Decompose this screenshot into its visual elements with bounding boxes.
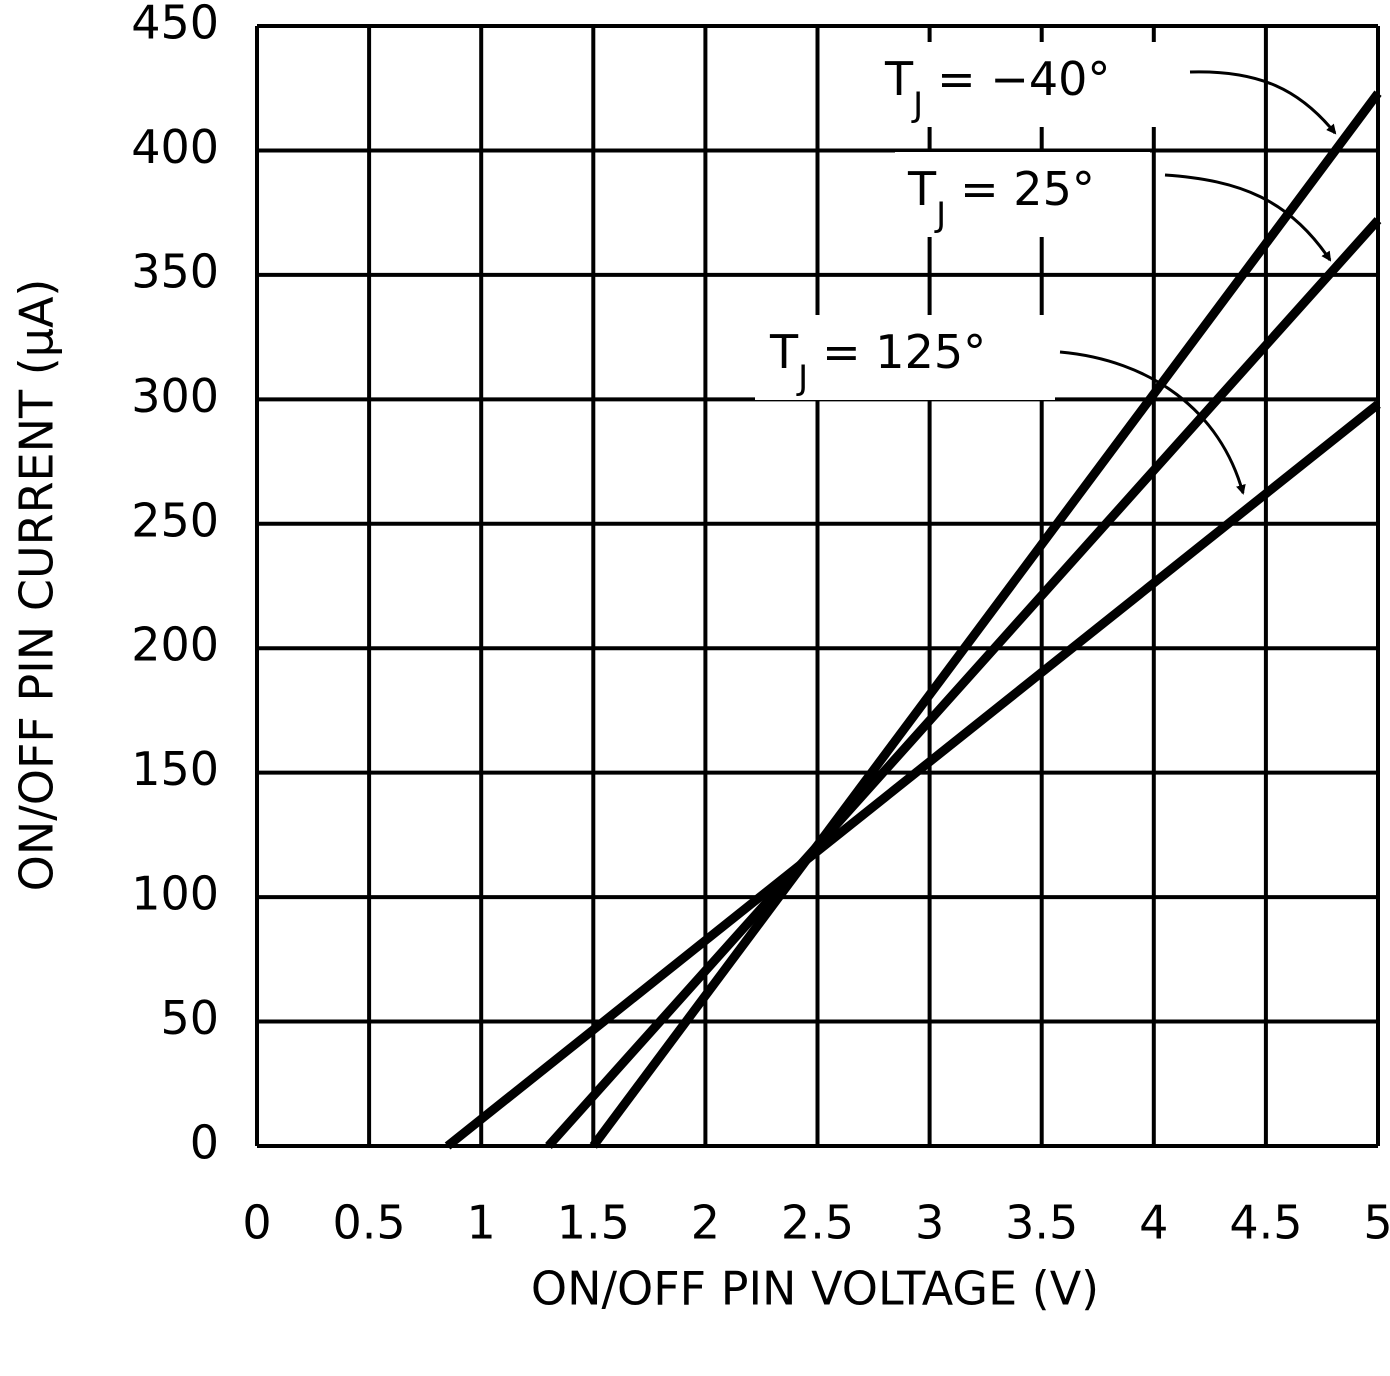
series-line bbox=[545, 217, 1382, 1150]
annotation-subscript: J bbox=[796, 358, 808, 398]
annotation-subscript: J bbox=[934, 195, 946, 235]
y-tick-label: 350 bbox=[131, 244, 219, 298]
annotation-arrow bbox=[1059, 350, 1246, 495]
y-tick-label: 250 bbox=[131, 493, 219, 547]
annotation-arrow bbox=[1164, 173, 1332, 262]
y-axis-title: ON/OFF PIN CURRENT (μA) bbox=[10, 279, 64, 892]
x-tick-label: 4.5 bbox=[1229, 1196, 1302, 1250]
x-tick-label: 1.5 bbox=[557, 1196, 630, 1250]
x-tick-label: 4 bbox=[1139, 1196, 1168, 1250]
y-tick-label: 150 bbox=[131, 742, 219, 796]
plot bbox=[255, 24, 1380, 1148]
y-tick-label: 50 bbox=[160, 991, 219, 1045]
annotation-background bbox=[755, 315, 1055, 400]
y-tick-label: 400 bbox=[131, 120, 219, 174]
y-tick-label: 100 bbox=[131, 867, 219, 921]
annotation: TJ = −40° bbox=[884, 52, 1110, 125]
series-line bbox=[444, 400, 1381, 1150]
annotation: TJ = 25° bbox=[907, 162, 1095, 235]
annotation-text: T bbox=[907, 162, 937, 216]
annotation-suffix: = −40° bbox=[937, 52, 1110, 106]
x-tick-label: 3 bbox=[915, 1196, 944, 1250]
x-tick-label: 2.5 bbox=[781, 1196, 854, 1250]
annotation-background bbox=[895, 152, 1150, 237]
x-tick-label: 5 bbox=[1363, 1196, 1390, 1250]
x-axis-title: ON/OFF PIN VOLTAGE (V) bbox=[531, 1262, 1099, 1316]
annotation-suffix: = 125° bbox=[822, 325, 986, 379]
y-tick-label: 0 bbox=[190, 1116, 219, 1170]
annotation-subscript: J bbox=[911, 85, 923, 125]
y-tick-label: 300 bbox=[131, 369, 219, 423]
annotation-text: T bbox=[769, 325, 799, 379]
x-tick-label: 0 bbox=[242, 1196, 271, 1250]
y-tick-label: 450 bbox=[131, 0, 219, 50]
annotation: TJ = 125° bbox=[769, 325, 986, 398]
annotation-arrow bbox=[1189, 70, 1337, 135]
x-tick-label: 0.5 bbox=[333, 1196, 406, 1250]
annotation-suffix: = 25° bbox=[960, 162, 1095, 216]
annotation-background bbox=[870, 42, 1175, 127]
x-tick-label: 1 bbox=[467, 1196, 496, 1250]
annotation-text: T bbox=[884, 52, 914, 106]
y-tick-label: 200 bbox=[131, 618, 219, 672]
x-tick-label: 2 bbox=[691, 1196, 720, 1250]
x-tick-label: 3.5 bbox=[1005, 1196, 1078, 1250]
series-line bbox=[589, 90, 1382, 1149]
